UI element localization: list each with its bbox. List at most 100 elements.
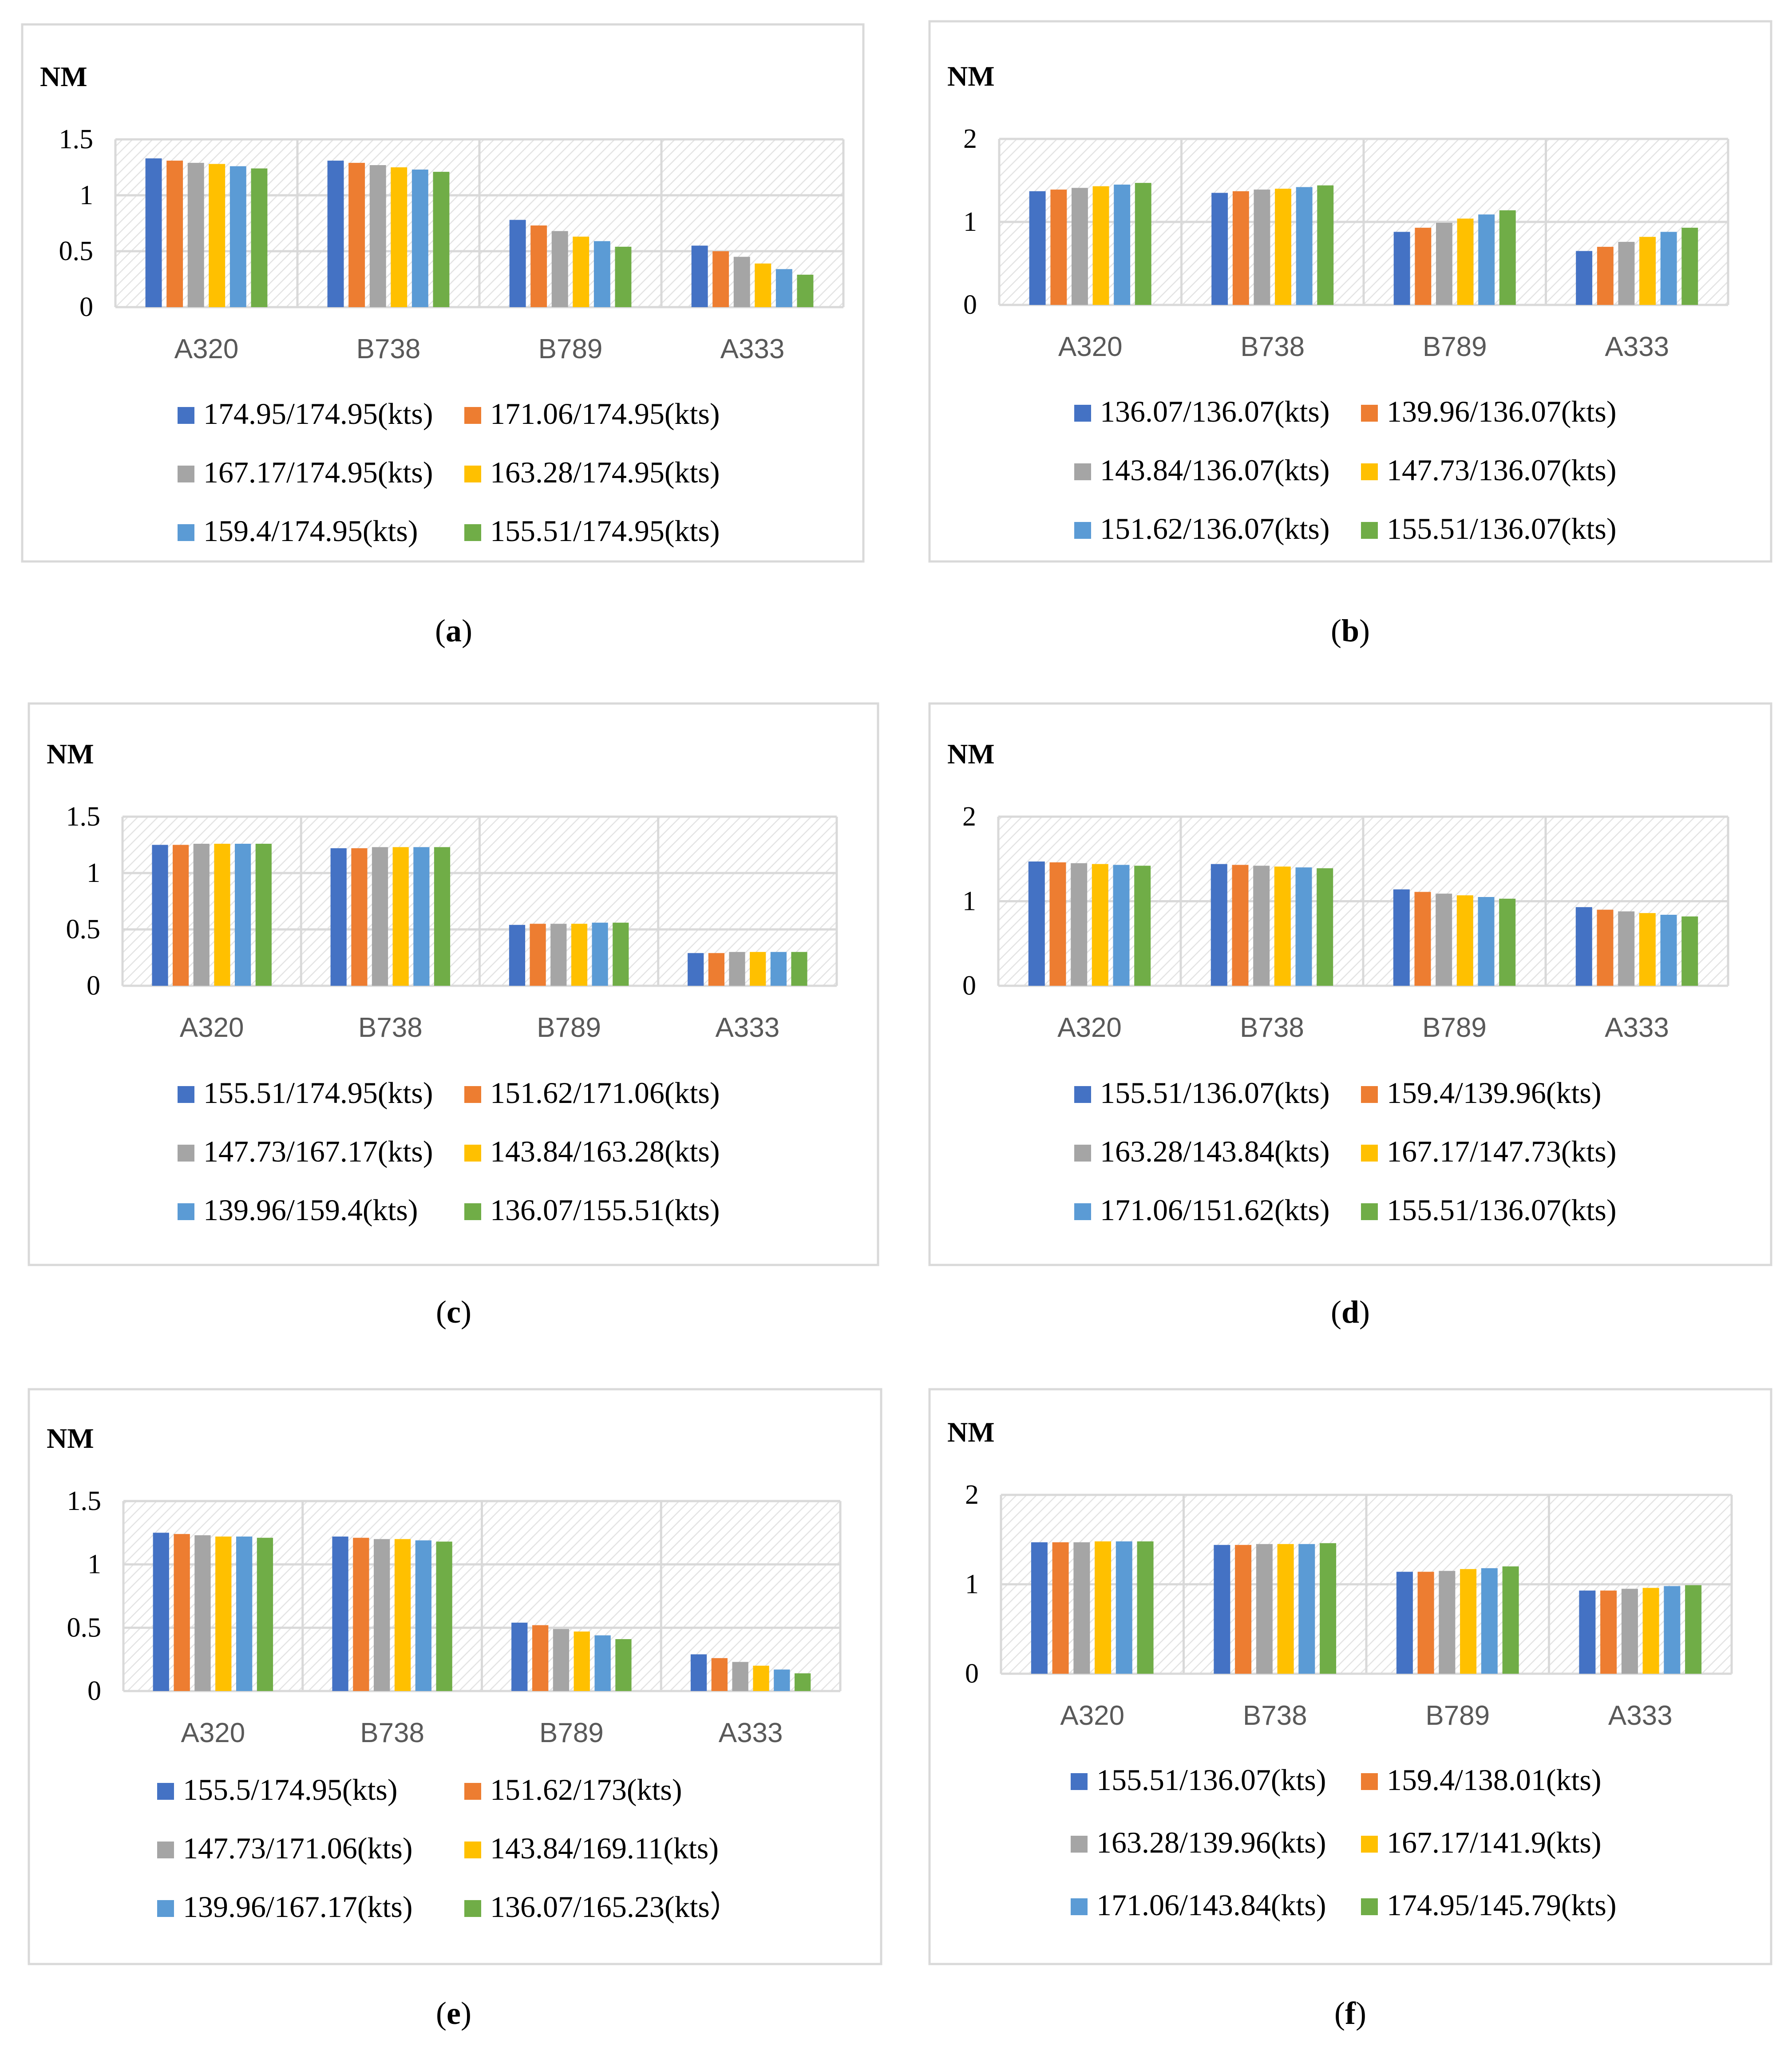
bar-b738-series-3 — [369, 165, 386, 307]
legend-swatch — [157, 1783, 174, 1800]
bar-b789-series-1 — [1396, 1572, 1413, 1674]
bar-b738-series-3 — [374, 1539, 390, 1691]
y-tick-label: 1 — [79, 180, 93, 210]
legend-label: 155.51/136.07(kts) — [1387, 1193, 1617, 1227]
bar-b789-series-6 — [613, 922, 629, 986]
bar-a333-series-5 — [1664, 1586, 1681, 1674]
bar-b789-series-5 — [1478, 897, 1495, 986]
bar-b789-series-2 — [1415, 228, 1432, 305]
category-label: B738 — [1240, 1012, 1304, 1043]
y-tick-label: 0 — [962, 971, 976, 1001]
bar-b738-series-1 — [330, 848, 347, 986]
bar-a320-series-5 — [1116, 1541, 1132, 1674]
y-tick-label: 1 — [962, 886, 976, 917]
legend-label: 159.4/174.95(kts) — [203, 514, 418, 548]
legend-label: 151.62/173(kts) — [490, 1773, 682, 1806]
bar-a320-series-4 — [214, 844, 230, 986]
bar-b789-series-5 — [593, 241, 610, 307]
chart-panel-d: NM 0 1 2 A320 B738 B789 A333 155.51/136.07(kts) 1… — [928, 702, 1772, 1330]
y-tick-label: 0 — [87, 1676, 101, 1706]
category-label: A333 — [1608, 1700, 1673, 1731]
legend-label: 139.96/159.4(kts) — [203, 1193, 418, 1227]
bar-a333-series-3 — [1618, 911, 1635, 986]
legend-swatch — [1074, 1086, 1091, 1103]
bar-a320-series-4 — [1092, 864, 1108, 986]
panel-caption: (d) — [1331, 1294, 1370, 1330]
bar-b738-series-6 — [433, 172, 450, 307]
bar-b738-series-4 — [1275, 189, 1291, 305]
bar-a333-series-2 — [1597, 909, 1614, 986]
legend-swatch — [1074, 1145, 1091, 1162]
bar-a320-series-3 — [194, 1535, 211, 1691]
bar-a320-series-3 — [1071, 863, 1088, 986]
legend-swatch — [1361, 1086, 1378, 1103]
bar-a320-series-3 — [187, 162, 204, 307]
bar-a333-series-1 — [690, 1654, 707, 1691]
unit-label: NM — [47, 738, 94, 770]
category-label: B738 — [356, 334, 421, 364]
legend-swatch — [1074, 522, 1091, 539]
bar-a320-series-6 — [251, 168, 268, 307]
chart-panel-f: NM 0 1 2 A320 B738 B789 A333 155.51/136.07(kts) 1… — [928, 1388, 1772, 2031]
bar-b738-series-5 — [1298, 1544, 1315, 1674]
bar-b738-series-3 — [1254, 190, 1270, 305]
legend-label: 171.06/151.62(kts) — [1100, 1193, 1330, 1227]
bar-a333-series-2 — [708, 953, 724, 986]
legend-swatch — [1361, 1773, 1378, 1790]
legend-swatch — [178, 1086, 194, 1103]
category-label: B789 — [1422, 1012, 1487, 1043]
legend-label: 139.96/167.17(kts) — [183, 1890, 413, 1924]
category-label: B738 — [358, 1012, 423, 1043]
category-label: B789 — [1425, 1700, 1490, 1731]
y-tick-label: 2 — [962, 802, 976, 832]
bar-b789-series-4 — [573, 237, 589, 307]
bar-a333-series-1 — [1575, 907, 1592, 986]
bar-a333-series-6 — [795, 1673, 811, 1691]
legend-label: 151.62/136.07(kts) — [1100, 512, 1330, 545]
legend-label: 159.4/138.01(kts) — [1387, 1763, 1602, 1797]
bar-b738-series-2 — [1232, 191, 1249, 305]
bar-b789-series-4 — [571, 924, 588, 986]
legend-swatch — [464, 407, 481, 424]
panel-caption: (b) — [1331, 613, 1370, 648]
bar-a333-series-6 — [791, 952, 807, 986]
chart-panel-a: NM 0 0.5 1 1.5 A320 B738 B789 A333 174.95/174.95(… — [21, 23, 865, 648]
legend-label: 167.17/174.95(kts) — [203, 455, 433, 489]
bar-b738-series-1 — [332, 1536, 348, 1691]
bar-b738-series-3 — [1256, 1544, 1273, 1674]
panel-caption: (e) — [436, 1996, 471, 2031]
bar-a333-series-6 — [1681, 228, 1698, 305]
legend-label: 155.51/136.07(kts) — [1387, 512, 1617, 545]
y-tick-label: 1 — [87, 1549, 101, 1580]
bar-b738-series-1 — [327, 160, 344, 307]
category-label: A333 — [1605, 332, 1669, 362]
bar-b789-series-2 — [530, 924, 546, 986]
bar-b789-series-1 — [509, 220, 526, 307]
bar-a320-series-5 — [236, 1536, 253, 1691]
category-label: A320 — [174, 334, 239, 364]
legend-swatch — [1074, 1203, 1091, 1220]
legend-swatch — [1361, 1836, 1378, 1853]
category-label: A320 — [1060, 1700, 1124, 1731]
unit-label: NM — [947, 738, 995, 770]
bar-b738-series-1 — [1211, 193, 1228, 305]
bar-b789-series-3 — [1436, 893, 1452, 986]
legend-label: 151.62/171.06(kts) — [490, 1076, 720, 1110]
bar-a333-series-2 — [711, 1658, 728, 1691]
legend-label: 136.07/136.07(kts) — [1100, 395, 1330, 428]
bar-b738-series-6 — [1320, 1543, 1337, 1674]
legend-swatch — [464, 1145, 481, 1162]
bar-b789-series-6 — [615, 1639, 632, 1691]
category-label: B738 — [1243, 1700, 1307, 1731]
bar-b738-series-1 — [1214, 1545, 1230, 1674]
legend-swatch — [1361, 1145, 1378, 1162]
bar-b738-series-6 — [434, 847, 451, 986]
legend-label: 167.17/147.73(kts) — [1387, 1134, 1617, 1168]
bar-a320-series-1 — [145, 158, 162, 307]
bar-b738-series-6 — [1317, 185, 1334, 305]
y-tick-label: 0.5 — [66, 914, 101, 944]
y-tick-label: 0.5 — [59, 236, 94, 266]
bar-a320-series-2 — [174, 1534, 190, 1691]
bar-a333-series-1 — [691, 245, 708, 307]
